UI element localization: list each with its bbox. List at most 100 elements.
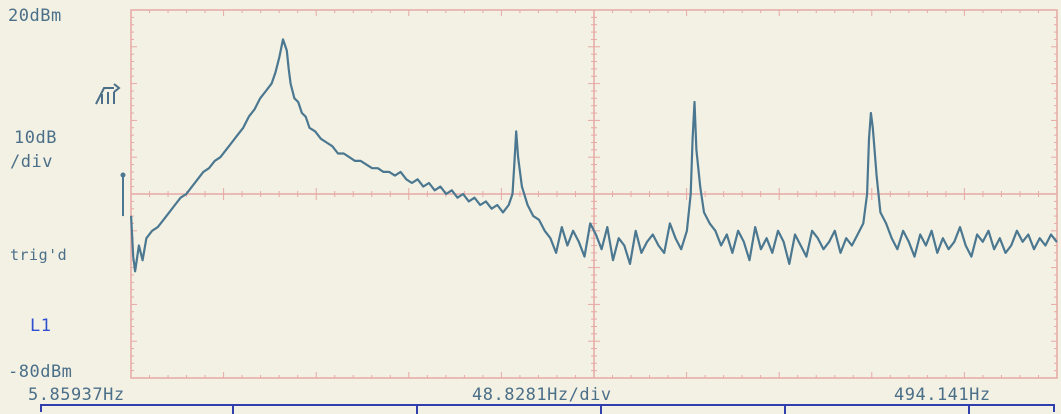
trace-point — [743, 241, 745, 243]
trace-point — [348, 156, 350, 158]
trace-point — [686, 230, 688, 232]
trace-point — [538, 219, 540, 221]
trace-point — [862, 222, 864, 225]
trace-point — [703, 211, 705, 213]
trace-point — [422, 186, 424, 188]
trace-point — [566, 244, 569, 247]
trace-point — [451, 189, 453, 191]
trace-point — [371, 167, 373, 169]
trace-point — [663, 252, 665, 254]
trace-point — [314, 130, 316, 133]
trace-point — [788, 263, 790, 265]
spectrum-trace — [130, 38, 1058, 273]
start-marker-dot — [120, 172, 126, 178]
trace-point — [726, 233, 728, 236]
trace-point — [612, 259, 614, 261]
trace-point — [640, 252, 643, 254]
trace-point — [561, 226, 563, 228]
trace-point — [225, 149, 227, 151]
trace-point — [301, 112, 303, 114]
trace-point — [919, 233, 921, 236]
trace-point — [174, 204, 176, 206]
trace-point — [202, 171, 204, 173]
trace-point — [289, 83, 292, 85]
trace-point — [600, 248, 603, 250]
trace-point — [811, 230, 813, 232]
trace-point — [320, 138, 322, 140]
trace-point — [439, 186, 441, 188]
trace-point — [145, 237, 148, 239]
trace-point — [473, 197, 476, 199]
trace-point — [132, 255, 134, 258]
trace-point — [993, 248, 995, 250]
trace-point — [399, 171, 402, 173]
trace-point — [360, 160, 362, 162]
trace-point — [185, 193, 187, 195]
trace-point — [197, 178, 199, 180]
softkey-divider — [968, 406, 970, 414]
trace-point — [618, 237, 620, 239]
trace-point — [130, 215, 132, 217]
trace-point — [549, 237, 551, 239]
trace-point — [578, 241, 580, 243]
trace-point — [669, 222, 671, 225]
trace-point — [976, 233, 978, 236]
trace-point — [517, 156, 519, 158]
trace-point — [1027, 233, 1029, 236]
trace-point — [925, 244, 927, 247]
trace-point — [511, 193, 514, 195]
softkey-divider — [600, 406, 602, 414]
trace-point — [231, 141, 233, 144]
trace-point — [879, 211, 881, 213]
trace-point — [142, 259, 144, 261]
trace-point — [771, 252, 773, 254]
trace-point — [866, 193, 868, 195]
trace-point — [1021, 241, 1024, 243]
trace-point — [680, 248, 682, 250]
trace-point — [365, 163, 368, 166]
trace-point — [693, 101, 696, 103]
trace-point — [695, 149, 698, 151]
trace-point — [179, 197, 182, 199]
trace-point — [953, 241, 955, 243]
trace-point — [870, 112, 872, 114]
trace-point — [872, 127, 874, 129]
trace-point — [959, 226, 961, 228]
trace-point — [754, 226, 756, 228]
trace-point — [354, 160, 356, 162]
trace-point — [134, 270, 136, 272]
trace-point — [635, 230, 637, 232]
trace-point — [760, 248, 762, 250]
trace-point — [595, 233, 597, 236]
trace-point — [214, 160, 216, 162]
trace-point — [411, 182, 413, 184]
trace-point — [468, 200, 470, 202]
trace-point — [652, 233, 654, 236]
marker-label: L1 — [30, 316, 52, 336]
trace-point — [138, 244, 140, 247]
trace-point — [1039, 237, 1041, 239]
trace-point — [731, 252, 734, 254]
trace-point — [851, 244, 853, 247]
trace-point — [490, 208, 493, 210]
trace-point — [589, 222, 591, 225]
trace-point — [274, 71, 276, 74]
trace-point — [271, 83, 273, 85]
trace-point — [1004, 252, 1007, 254]
trace-point — [428, 182, 430, 184]
scale-label-line1: 10dB — [14, 128, 57, 148]
trace-point — [445, 193, 447, 195]
trace-point — [382, 171, 385, 173]
trace-point — [834, 230, 836, 232]
trace-point — [699, 186, 701, 188]
trace-point — [417, 178, 419, 180]
trace-point — [297, 101, 299, 103]
trace-point — [936, 252, 938, 254]
trace-point — [388, 171, 390, 173]
trace-point — [930, 230, 933, 232]
trace-point — [162, 219, 165, 221]
trace-point — [343, 152, 345, 155]
trace-point — [508, 204, 510, 206]
trace-point — [692, 138, 694, 140]
trace-point — [326, 141, 328, 144]
